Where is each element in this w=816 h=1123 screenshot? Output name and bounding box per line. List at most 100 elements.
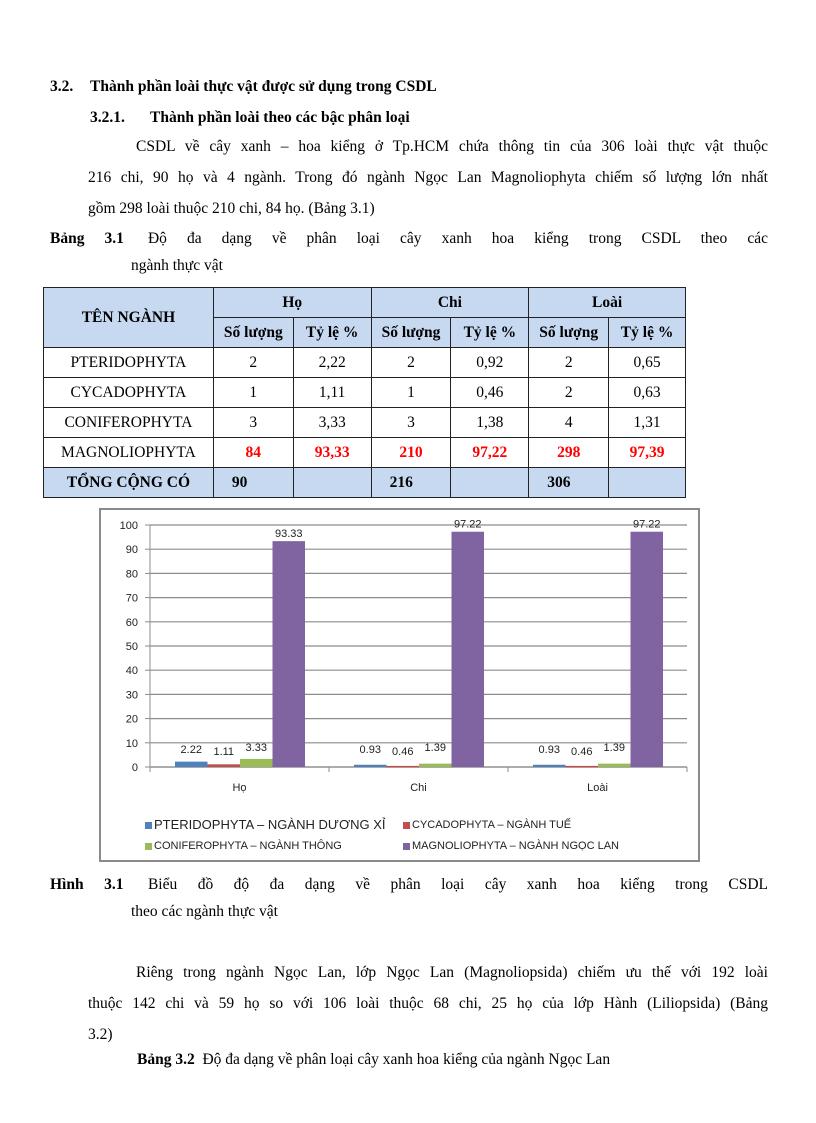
bar — [598, 763, 631, 767]
cell: 0,63 — [608, 377, 686, 408]
paragraph-1-line-2: 216 chi, 90 họ và 4 ngành. Trong đó ngàn… — [88, 169, 768, 186]
header-group-chi: Chi — [370, 287, 530, 318]
figure-3-1-label: Hình 3.1 — [50, 876, 124, 893]
cell: 84 — [212, 437, 294, 468]
legend-item-magnoliophyta: MAGNOLIOPHYTA – NGÀNH NGỌC LAN — [403, 840, 619, 852]
bar — [354, 764, 387, 767]
data-label: 0.93 — [539, 744, 560, 756]
paragraph-2: Riêng trong ngành Ngọc Lan, lớp Ngọc Lan… — [88, 957, 768, 1050]
table-row: CONIFEROPHYTA 3 3,33 3 1,38 4 1,31 — [43, 407, 686, 438]
cell: 2 — [528, 347, 610, 378]
section-number: 3.2. — [50, 78, 74, 95]
table-subheader-row: Số lượng Tỷ lệ % Số lượng Tỷ lệ % Số lượ… — [43, 317, 686, 348]
row-name: CONIFEROPHYTA — [43, 407, 214, 438]
bar — [451, 531, 484, 767]
cell: 90 — [212, 467, 294, 498]
table-3-2-caption: Bảng 3.2 Độ đa dạng về phân loại cây xan… — [137, 1051, 610, 1069]
subheader-ty-le: Tỷ lệ % — [608, 317, 686, 348]
row-name: CYCADOPHYTA — [43, 377, 214, 408]
cell: 1,11 — [292, 377, 372, 408]
cell: 2 — [370, 347, 452, 378]
table-row-highlight: MAGNOLIOPHYTA 84 93,33 210 97,22 298 97,… — [43, 437, 686, 468]
cell: 3 — [370, 407, 452, 438]
cell: 2 — [212, 347, 294, 378]
table-3-2-label: Bảng 3.2 — [137, 1051, 195, 1068]
y-tick-label: 10 — [126, 738, 138, 750]
total-label: TỔNG CỘNG CÓ — [43, 467, 214, 498]
cell: 306 — [528, 467, 610, 498]
data-label: 2.22 — [181, 744, 202, 756]
y-tick-label: 0 — [132, 762, 138, 774]
data-label: 1.39 — [604, 742, 625, 754]
figure-3-1-caption-line-2: theo các ngành thực vật — [131, 903, 278, 920]
bar — [533, 764, 566, 767]
data-label: 0.46 — [571, 746, 592, 758]
cell — [450, 467, 530, 498]
data-label: 1.39 — [425, 742, 446, 754]
table-total-row: TỔNG CỘNG CÓ 90 216 306 — [43, 467, 686, 498]
bar — [386, 765, 419, 768]
header-group-ho: Họ — [212, 287, 372, 318]
cell: 0,46 — [450, 377, 530, 408]
data-label: 97.22 — [633, 519, 661, 531]
header-ten-nganh: TÊN NGÀNH — [43, 287, 214, 348]
cell: 298 — [528, 437, 610, 468]
cell: 3,33 — [292, 407, 372, 438]
bar-chart: 0 10 20 30 40 50 60 70 80 90 100 2.22 1.11 3.33 93.33 H… — [99, 508, 700, 862]
paragraph-1: CSDL về cây xanh – hoa kiểng ở Tp.HCM ch… — [88, 131, 768, 224]
figure-3-1-caption-line-1: Biểu đồ độ đa dạng về phân loại cây xanh… — [147, 876, 768, 893]
cell: 216 — [370, 467, 452, 498]
cell: 0,65 — [608, 347, 686, 378]
x-category-label: Loài — [587, 782, 608, 794]
paragraph-1-line-3: gồm 298 loài thuộc 210 chi, 84 họ. (Bảng… — [88, 200, 375, 217]
cell: 97,39 — [608, 437, 686, 468]
cell: 2 — [528, 377, 610, 408]
cell: 1 — [212, 377, 294, 408]
bar — [272, 541, 305, 767]
section-title: Thành phần loài thực vật được sử dụng tr… — [90, 78, 437, 95]
cell: 93,33 — [292, 437, 372, 468]
y-tick-label: 40 — [126, 665, 138, 677]
paragraph-2-line-1: Riêng trong ngành Ngọc Lan, lớp Ngọc Lan… — [136, 964, 768, 981]
subheader-so-luong: Số lượng — [212, 317, 294, 348]
y-tick-label: 90 — [126, 544, 138, 556]
bar — [630, 531, 663, 767]
legend-swatch-icon — [145, 842, 152, 850]
subheader-so-luong: Số lượng — [528, 317, 610, 348]
y-tick-label: 60 — [126, 617, 138, 629]
cell: 3 — [212, 407, 294, 438]
cell: 1 — [370, 377, 452, 408]
table-3-1-caption-line-1: Độ đa dạng về phân loại cây xanh hoa kiể… — [147, 230, 769, 247]
header-group-loai: Loài — [528, 287, 686, 318]
legend-swatch-icon — [403, 842, 410, 850]
x-category-label: Chi — [410, 782, 427, 794]
chart-plot: 0 10 20 30 40 50 60 70 80 90 100 2.22 1.11 3.33 93.33 H… — [120, 519, 688, 794]
y-tick-label: 50 — [126, 641, 138, 653]
y-tick-label: 80 — [126, 568, 138, 580]
data-label: 97.22 — [454, 519, 482, 531]
subsection-number: 3.2.1. — [90, 109, 125, 126]
bar — [240, 758, 273, 767]
cell: 97,22 — [450, 437, 530, 468]
subheader-ty-le: Tỷ lệ % — [292, 317, 372, 348]
row-name: PTERIDOPHYTA — [43, 347, 214, 378]
data-label: 0.46 — [392, 746, 413, 758]
y-tick-label: 70 — [126, 593, 138, 605]
table-row: CYCADOPHYTA 1 1,11 1 0,46 2 0,63 — [43, 377, 686, 408]
paragraph-1-line-1: CSDL về cây xanh – hoa kiểng ở Tp.HCM ch… — [136, 138, 768, 155]
legend-swatch-icon — [403, 821, 410, 829]
bar — [207, 764, 240, 767]
x-category-label: Họ — [232, 782, 246, 794]
cell — [608, 467, 686, 498]
cell: 2,22 — [292, 347, 372, 378]
y-tick-label: 30 — [126, 689, 138, 701]
legend-swatch-icon — [145, 822, 152, 830]
table-3-2-caption-text: Độ đa dạng về phân loại cây xanh hoa kiể… — [202, 1051, 611, 1068]
y-tick-label: 20 — [126, 714, 138, 726]
table-3-1-caption: Bảng 3.1 Độ đa dạng về phân loại cây xan… — [50, 224, 768, 253]
bar — [565, 765, 598, 768]
bar — [419, 763, 452, 767]
paragraph-2-line-3: 3.2) — [88, 1026, 113, 1043]
cell: 1,31 — [608, 407, 686, 438]
legend-item-pteridophyta: PTERIDOPHYTA – NGÀNH DƯƠNG XỈ — [145, 817, 386, 832]
